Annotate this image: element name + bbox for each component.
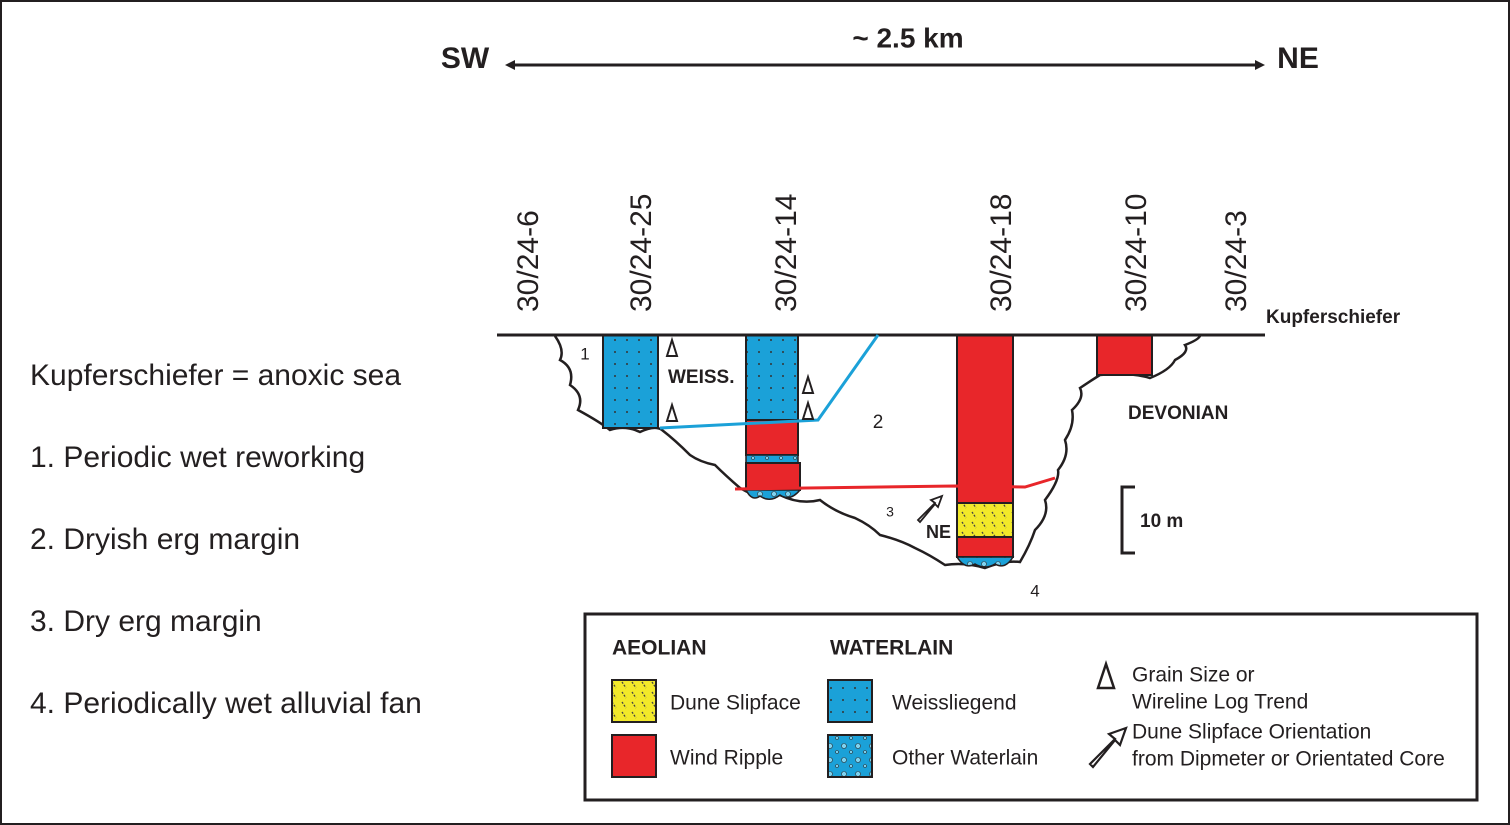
orientation-arrow: [916, 494, 944, 524]
sw-label: SW: [441, 42, 490, 75]
legend-label: from Dipmeter or Orientated Core: [1132, 748, 1445, 771]
weissliegend-column: [602, 334, 659, 429]
notes: Kupferschiefer = anoxic sea 1. Periodic …: [30, 359, 422, 720]
other-waterlain-column: [955, 556, 1015, 568]
legend-label: Weissliegend: [892, 692, 1017, 715]
legend-label: Wireline Log Trend: [1132, 691, 1308, 714]
legend-label: Other Waterlain: [892, 747, 1038, 770]
zone-boundary-red: [734, 476, 1056, 491]
other-waterlain-column: [745, 454, 799, 464]
well-label: 30/24-10: [1120, 194, 1153, 312]
well-label: 30/24-25: [625, 194, 658, 312]
weiss-label: WEISS.: [668, 367, 735, 388]
zone-label: 1: [580, 344, 589, 363]
trend-triangles: [665, 336, 815, 422]
legend-label: Dune Slipface: [670, 692, 801, 715]
wind-ripple-column: [956, 334, 1014, 504]
legend-label: Dune Slipface Orientation: [1132, 721, 1371, 744]
well-label: 30/24-3: [1220, 210, 1253, 312]
wind-ripple-column: [745, 419, 799, 456]
scale-bar: [1120, 485, 1135, 555]
note: 1. Periodic wet reworking: [30, 441, 365, 474]
legend-label: Grain Size or: [1132, 664, 1255, 687]
note: 3. Dry erg margin: [30, 605, 262, 638]
legend-swatch: [827, 734, 873, 778]
wind-ripple-column: [956, 536, 1014, 558]
legend-swatch: [827, 679, 873, 723]
legend-arrow: [1088, 726, 1128, 769]
legend-heading: AEOLIAN: [612, 637, 707, 660]
legend-swatch: [611, 679, 657, 723]
zone-boundary-blue: [659, 334, 880, 430]
legend-box: [583, 612, 1479, 802]
note: Kupferschiefer = anoxic sea: [30, 359, 401, 392]
distance-label: ~ 2.5 km: [852, 22, 963, 53]
well-label: 30/24-14: [770, 194, 803, 312]
legend-triangle: [1096, 660, 1116, 690]
note: 4. Periodically wet alluvial fan: [30, 687, 422, 720]
note: 2. Dryish erg margin: [30, 523, 300, 556]
weissliegend-column: [745, 334, 799, 421]
zone-label: 4: [1030, 581, 1039, 600]
legend-heading: WATERLAIN: [830, 637, 953, 660]
zone-label: 2: [873, 412, 884, 433]
orientation-label: NE: [926, 522, 951, 542]
wind-ripple-column: [1096, 334, 1153, 376]
dune-slipface-column: [956, 502, 1014, 538]
scale-label: 10 m: [1140, 511, 1183, 532]
well-labels: 30/24-6 30/24-25 30/24-14 30/24-18 30/24…: [512, 194, 1253, 312]
horizon-label: Kupferschiefer: [1266, 307, 1401, 328]
well-label: 30/24-18: [985, 194, 1018, 312]
well-label: 30/24-6: [512, 210, 545, 312]
legend-swatch: [611, 734, 657, 778]
zone-label: 3: [886, 504, 894, 520]
legend-label: Wind Ripple: [670, 747, 783, 770]
other-waterlain-column: [744, 489, 802, 500]
wind-ripple-column: [745, 462, 801, 491]
devonian-label: DEVONIAN: [1128, 403, 1228, 424]
ne-label: NE: [1277, 42, 1319, 75]
